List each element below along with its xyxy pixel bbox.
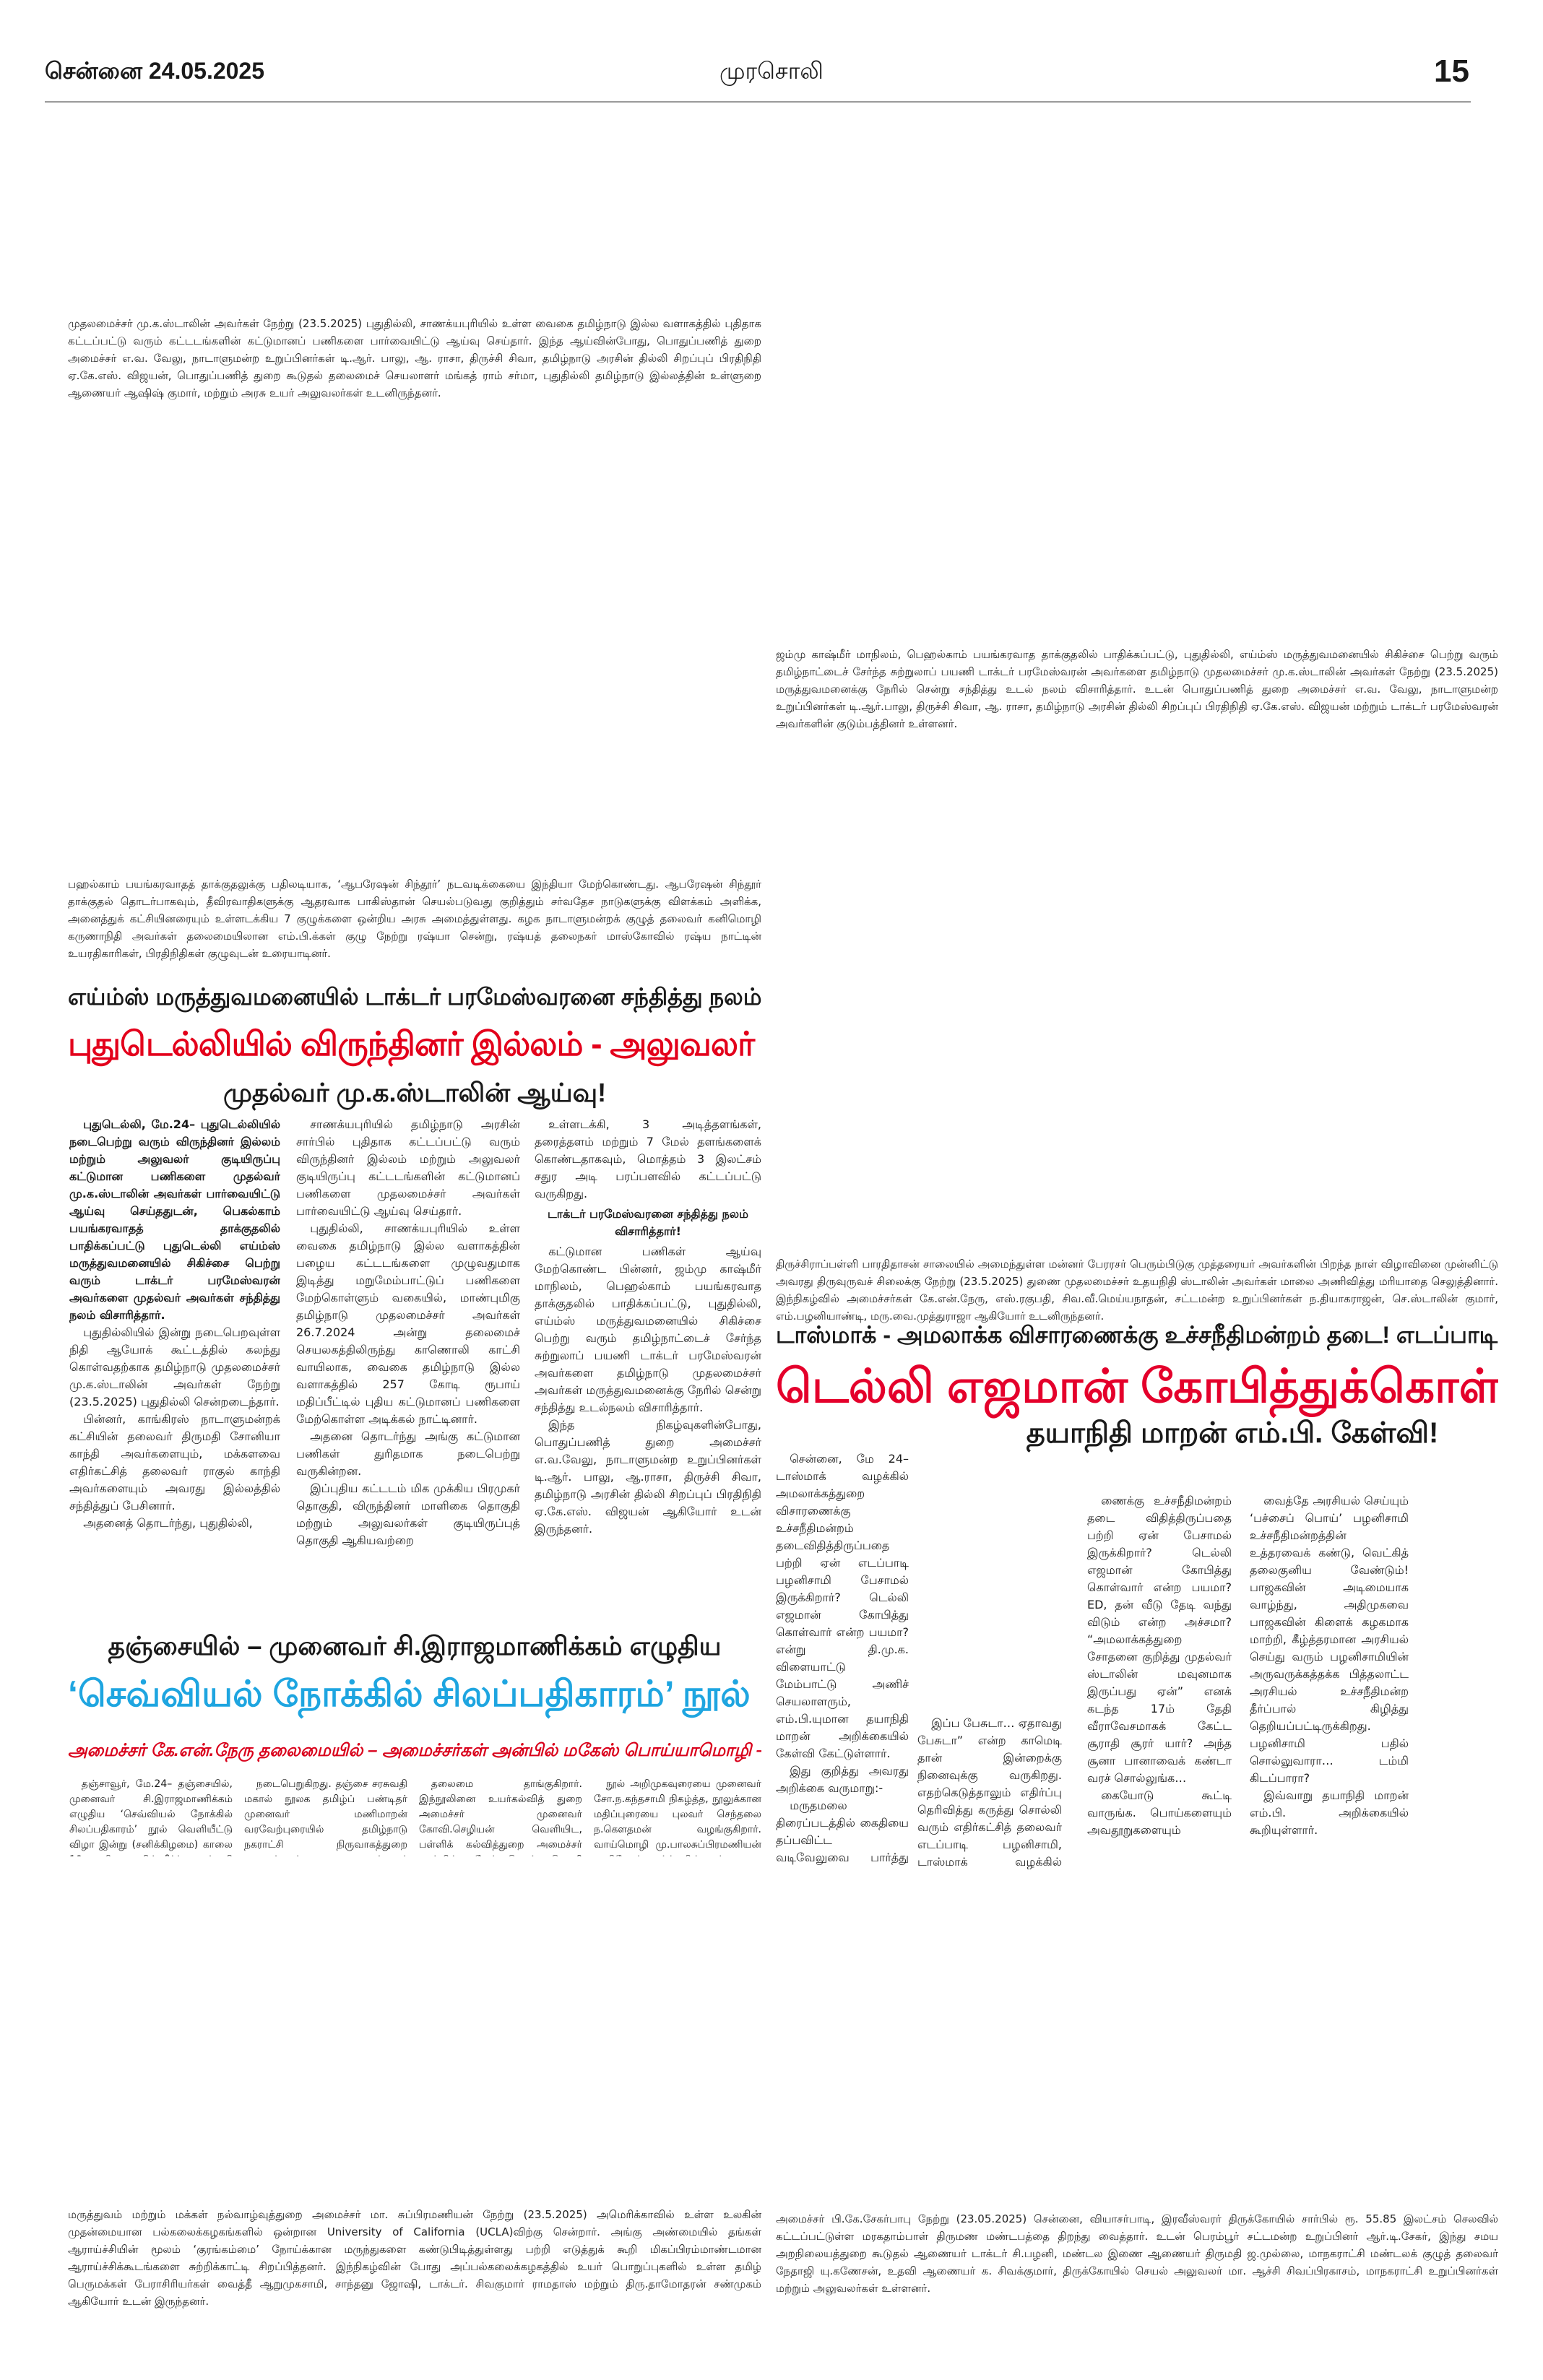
column-text: உள்ளடக்கி, 3 அடித்தளங்கள், தரைத்தளம் மற்…	[535, 1116, 761, 1203]
paragraph: சென்னை, மே 24– டாஸ்மாக் வழக்கில் அமலாக்க…	[776, 1452, 909, 1760]
article-column: தலைமை தாங்குகிறார். இந்நூலினை உயர்கல்வித…	[419, 1777, 582, 1856]
story-subhead: தயாநிதி மாறன் எம்.பி. கேள்வி!	[1026, 1417, 1439, 1449]
story-headline: புதுடெல்லியில் விருந்தினர் இல்லம் - அலுவ…	[68, 1025, 761, 1063]
paragraph: வைத்தே அரசியல் செய்யும் ‘பச்சைப் பொய்’ ப…	[1250, 1494, 1409, 1785]
paragraph: கையோடு கூட்டி வாருங்க. பொய்களையும் அவதூற…	[1087, 1788, 1232, 1837]
column-text: கட்டுமான பணிகள் ஆய்வு மேற்கொண்ட பின்னர்,…	[535, 1243, 761, 1538]
article-column: தஞ்சாவூர், மே.24– தஞ்சையில், முனைவர் சி.…	[69, 1777, 233, 1856]
inner-heading: டாக்டர் பரமேஸ்வரனை சந்தித்து நலம் விசாரி…	[548, 1207, 748, 1238]
masthead: முரசொலி	[719, 58, 824, 84]
story-kicker: எய்ம்ஸ் மருத்துவமனையில் டாக்டர் பரமேஸ்வர…	[68, 984, 761, 1010]
paragraph: இது குறித்து அவரது அறிக்கை வருமாறு:-	[776, 1764, 909, 1795]
article-column: வைத்தே அரசியல் செய்யும் ‘பச்சைப் பொய்’ ப…	[1250, 1492, 1409, 1869]
story-subhead: அமைச்சர் கே.என்.நேரு தலைமையில் – அமைச்சர…	[68, 1741, 761, 1760]
paragraph: ணைக்கு உச்சநீதிமன்றம் தடை விதித்திருப்பத…	[1087, 1494, 1232, 1785]
article-column: நடைபெறுகிறது. தஞ்சை சரசுவதி மகால் நூலக த…	[244, 1777, 407, 1856]
paragraph: புதுதில்லி, சாணக்யபுரியில் உள்ள வைகை தமி…	[296, 1221, 520, 1426]
photo-caption: பஹல்காம் பயங்கரவாதத் தாக்குதலுக்கு பதிலட…	[68, 878, 761, 960]
page-number: 15	[1434, 53, 1469, 89]
header-rule	[45, 101, 1471, 103]
paragraph: இப்ப பேசுடா… ஏதாவது பேசுடா” என்ற காமெடி …	[917, 1716, 1062, 1869]
paragraph: அதனைத் தொடர்ந்து, புதுதில்லி,	[83, 1516, 253, 1530]
story-kicker: தஞ்சையில் – முனைவர் சி.இராஜமாணிக்கம் எழு…	[108, 1631, 722, 1661]
article-column: உள்ளடக்கி, 3 அடித்தளங்கள், தரைத்தளம் மற்…	[535, 1116, 761, 1552]
photo-caption: ஜம்மு காஷ்மீர் மாநிலம், பெஹல்காம் பயங்கர…	[776, 648, 1498, 730]
story-headline: ‘செவ்வியல் நோக்கில் சிலப்பதிகாரம்’ நூல் …	[68, 1674, 761, 1714]
paragraph: உள்ளடக்கி, 3 அடித்தளங்கள், தரைத்தளம் மற்…	[535, 1117, 761, 1200]
paragraph: அதனை தொடர்ந்து அங்கு கட்டுமான பணிகள் துர…	[296, 1429, 520, 1478]
photo-caption: முதலமைச்சர் மு.க.ஸ்டாலின் அவர்கள் நேற்று…	[68, 317, 761, 399]
paragraph: கட்டுமான பணிகள் ஆய்வு மேற்கொண்ட பின்னர்,…	[535, 1245, 761, 1414]
page-date: சென்னை 24.05.2025	[45, 58, 265, 84]
story-headline: டெல்லி எஜமான் கோபித்துக்கொள்வார் என்ற பய…	[776, 1360, 1498, 1412]
article-column: சாணக்யபுரியில் தமிழ்நாடு அரசின் சார்பில்…	[296, 1116, 520, 1552]
paragraph: சாணக்யபுரியில் தமிழ்நாடு அரசின் சார்பில்…	[296, 1117, 520, 1218]
paragraph: பின்னர், காங்கிரஸ் நாடாளுமன்றக் கட்சியின…	[69, 1412, 280, 1513]
paragraph: புதுதில்லியில் இன்று நடைபெறவுள்ள நிதி ஆய…	[69, 1325, 280, 1408]
paragraph: இப்புதிய கட்டடம் மிக முக்கிய பிரமுகர் தொ…	[296, 1481, 520, 1547]
paragraph: நூல் அறிமுகவுரையை முனைவர் சோ.ந.கந்தசாமி …	[594, 1778, 761, 1856]
paragraph: மருதமலை திரைப்படத்தில் கைதியை தப்பவிட்ட …	[776, 1799, 909, 1869]
photo-caption: மருத்துவம் மற்றும் மக்கள் நல்வாழ்வுத்துற…	[68, 2208, 761, 2308]
article-column: இப்ப பேசுடா… ஏதாவது பேசுடா” என்ற காமெடி …	[917, 1715, 1062, 1869]
photo-caption: அமைச்சர் பி.கே.சேகர்பாபு நேற்று (23.05.2…	[776, 2212, 1498, 2295]
paragraph: தஞ்சாவூர், மே.24– தஞ்சையில், முனைவர் சி.…	[69, 1778, 233, 1856]
paragraph: இவ்வாறு தயாநிதி மாறன் எம்.பி. அறிக்கையில…	[1250, 1788, 1409, 1837]
paragraph: புதுடெல்லி, மே.24– புதுடெல்லியில் நடைபெற…	[69, 1117, 280, 1322]
article-column: நூல் அறிமுகவுரையை முனைவர் சோ.ந.கந்தசாமி …	[594, 1777, 761, 1856]
article-column: புதுடெல்லி, மே.24– புதுடெல்லியில் நடைபெற…	[69, 1116, 280, 1552]
paragraph: இந்த நிகழ்வுகளின்போது, பொதுப்பணித் துறை …	[535, 1418, 761, 1536]
paragraph: நடைபெறுகிறது. தஞ்சை சரசுவதி மகால் நூலக த…	[244, 1778, 407, 1856]
story-kicker: டாஸ்மாக் - அமலாக்க விசாரணைக்கு உச்சநீதிம…	[776, 1322, 1498, 1348]
article-column: சென்னை, மே 24– டாஸ்மாக் வழக்கில் அமலாக்க…	[776, 1450, 909, 1869]
paragraph: தலைமை தாங்குகிறார். இந்நூலினை உயர்கல்வித…	[419, 1778, 582, 1856]
article-column: ணைக்கு உச்சநீதிமன்றம் தடை விதித்திருப்பத…	[1087, 1492, 1232, 1869]
story-subhead: முதல்வர் மு.க.ஸ்டாலின் ஆய்வு!	[222, 1078, 607, 1107]
photo-caption: திருச்சிராப்பள்ளி பாரதிதாசன் சாலையில் அம…	[776, 1258, 1498, 1323]
